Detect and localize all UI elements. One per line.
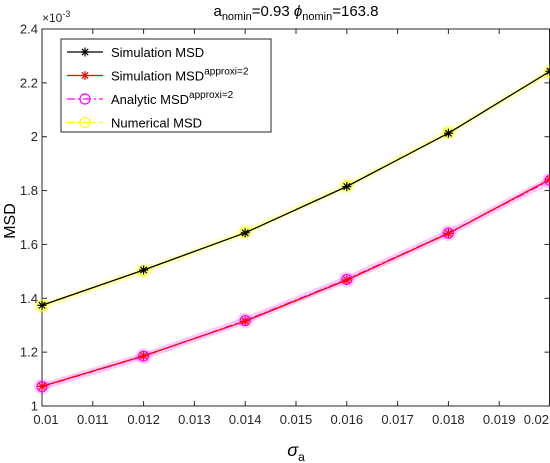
data-point (139, 351, 149, 361)
data-point (139, 265, 149, 275)
legend-label-base: Numerical MSD (111, 116, 202, 131)
x-axis-symbol: σ (287, 440, 299, 460)
title-phi-value: =163.8 (332, 3, 378, 20)
legend-box (60, 38, 272, 133)
legend-label-base: Analytic MSD (111, 92, 189, 107)
legend-entry: Analytic MSDapproxi=2 (67, 90, 234, 107)
data-point (544, 66, 550, 78)
y-tick-label: 1.4 (20, 291, 38, 306)
x-tick-label: 0.013 (178, 412, 211, 427)
legend-label-sup: approxi=2 (204, 67, 249, 78)
data-point (37, 300, 47, 310)
x-tick-label: 0.016 (331, 412, 364, 427)
series-layer (34, 64, 550, 395)
legend-swatch-marker (80, 71, 90, 80)
x-tick-label: 0.02 (524, 412, 549, 427)
legend-label: Numerical MSD (111, 116, 202, 131)
title-phi-symbol: ϕ (294, 3, 302, 20)
data-point (240, 316, 250, 326)
title-a-base: a (213, 3, 222, 20)
x-tick-label: 0.018 (432, 412, 465, 427)
series-3 (37, 174, 550, 391)
y-tick-label: 2 (31, 129, 38, 144)
data-point (443, 228, 453, 238)
legend-entry: Numerical MSD (67, 116, 202, 131)
title-a-sub: nomin (222, 11, 252, 23)
data-point (544, 174, 550, 186)
y-tick-label: 1 (31, 399, 38, 414)
y-tick-label: 2.4 (20, 22, 38, 37)
x-tick-label: 0.012 (127, 412, 160, 427)
data-point (37, 381, 47, 391)
title-a-value: =0.93 (252, 3, 294, 20)
x-tick-label: 0.019 (483, 412, 516, 427)
series-line (41, 70, 550, 306)
y-axis-title: MSD (2, 203, 19, 239)
x-tick-label: 0.01 (33, 412, 58, 427)
legend-label: Simulation MSD (111, 45, 204, 60)
y-tick-label: 2.2 (20, 75, 38, 90)
data-point (240, 228, 250, 238)
data-point (545, 174, 550, 184)
legend-entry: Simulation MSDapproxi=2 (67, 67, 249, 84)
y-tick-label: 1.8 (20, 183, 38, 198)
x-axis-sub: a (298, 450, 305, 463)
legend-swatch-marker (79, 93, 91, 105)
data-point (442, 227, 454, 239)
y-exponent-base: ×10 (42, 11, 63, 25)
data-point (545, 66, 550, 76)
data-point (342, 275, 352, 285)
y-tick-label: 1.6 (20, 237, 38, 252)
x-tick-label: 0.014 (229, 412, 262, 427)
data-point (36, 381, 48, 393)
legend-label-base: Simulation MSD (111, 69, 204, 84)
legend-label: Analytic MSDapproxi=2 (111, 90, 234, 107)
legend-label: Simulation MSDapproxi=2 (111, 67, 249, 84)
series-1 (37, 66, 550, 310)
data-point (138, 350, 150, 362)
legend-entry: Simulation MSD (67, 45, 204, 60)
data-point (342, 182, 352, 192)
data-point (443, 128, 453, 138)
axis-ticks: 0.01 0.011 0.012 0.013 0.014 0.015 0.016 0.017 0… (20, 22, 550, 427)
chart-title: anomin=0.93 ϕnomin=163.8 (213, 3, 378, 23)
legend-swatch-marker (79, 116, 91, 129)
x-tick-label: 0.017 (381, 412, 414, 427)
title-phi-sub: nomin (302, 11, 332, 23)
series-line (41, 178, 550, 387)
legend-label-sup: approxi=2 (189, 90, 234, 101)
y-tick-label: 1.2 (20, 345, 38, 360)
x-axis-title: σa (287, 440, 305, 463)
x-tick-label: 0.015 (280, 412, 313, 427)
x-tick-label: 0.011 (77, 412, 109, 427)
y-exponent-label: ×10-3 (42, 9, 70, 25)
legend-label-base: Simulation MSD (111, 45, 204, 60)
y-exponent-power: -3 (62, 9, 70, 19)
legend-swatch-marker (80, 47, 90, 57)
